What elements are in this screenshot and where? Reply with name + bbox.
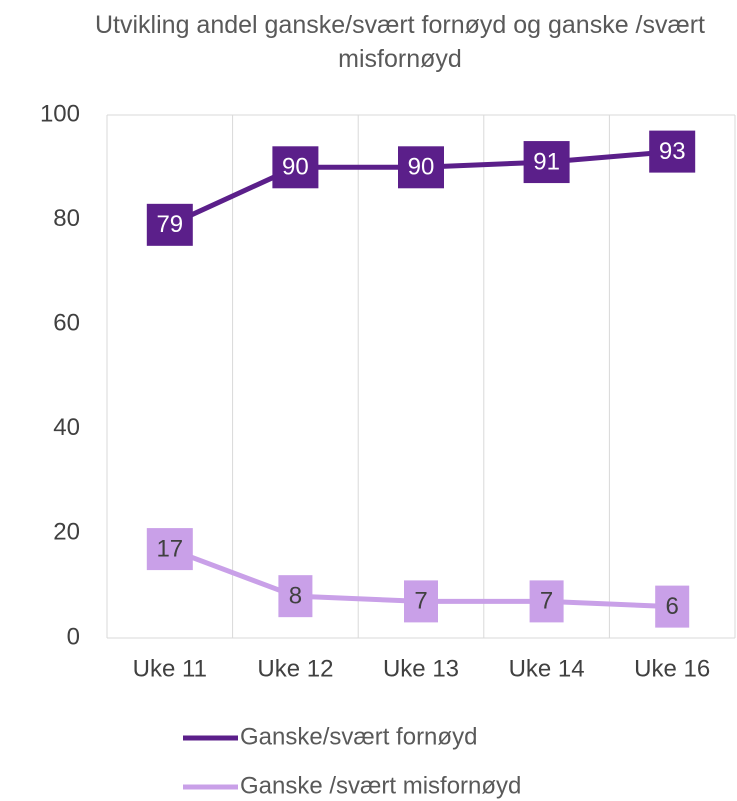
data-label: 90 [282,154,309,181]
data-label-box [529,580,564,623]
legend-label: Ganske/svært fornøyd [240,723,477,750]
legend-label: Ganske /svært misfornøyd [240,772,521,799]
data-label-box [398,146,444,189]
data-label: 6 [666,593,679,620]
data-label-box [649,130,696,173]
y-tick-label: 80 [53,205,80,232]
data-label: 17 [156,535,183,562]
data-label: 90 [408,154,435,181]
y-tick-label: 20 [53,519,80,546]
data-label: 79 [156,211,183,238]
x-tick-label: Uke 12 [257,655,333,682]
x-tick-label: Uke 16 [634,655,710,682]
data-label: 93 [659,138,686,165]
data-label: 8 [289,583,302,610]
x-tick-label: Uke 14 [509,655,585,682]
x-tick-label: Uke 13 [383,655,459,682]
data-label-box [404,580,438,623]
data-label-box [655,585,690,628]
data-label-box [523,141,570,184]
data-label-box [272,146,319,189]
x-tick-label: Uke 11 [133,655,207,682]
data-label-box [146,528,193,571]
y-tick-label: 0 [67,623,80,650]
y-tick-label: 60 [53,310,80,337]
data-label: 7 [414,588,427,615]
chart-title: Utvikling andel ganske/svært fornøyd og … [95,11,705,73]
data-label: 91 [533,148,560,175]
data-label-box [146,203,193,246]
data-label: 7 [540,588,553,615]
y-tick-label: 40 [53,414,80,441]
data-label-box [278,575,313,618]
y-tick-label: 100 [40,100,80,127]
